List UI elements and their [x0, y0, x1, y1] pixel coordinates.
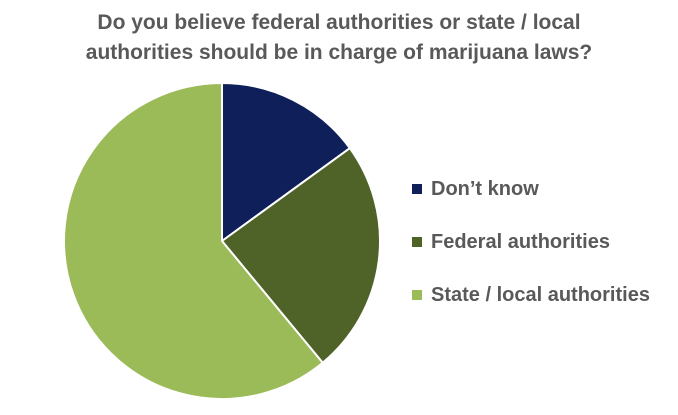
legend: Don’t know Federal authorities State / l… — [412, 176, 650, 335]
legend-label-dont-know: Don’t know — [431, 177, 539, 200]
pie-slice-state-local — [63, 82, 324, 400]
chart-title-line-1: Do you believe federal authorities or st… — [97, 11, 581, 34]
legend-item-state-local: State / local authorities — [412, 282, 650, 308]
legend-swatch-federal — [412, 237, 422, 247]
chart-title-line-2: authorities should be in charge of marij… — [85, 41, 593, 64]
legend-item-dont-know: Don’t know — [412, 176, 650, 202]
pie-slice-federal — [221, 147, 381, 364]
legend-label-state-local: State / local authorities — [431, 283, 650, 306]
legend-label-federal: Federal authorities — [431, 230, 610, 253]
chart-title: Do you believe federal authorities or st… — [0, 8, 678, 68]
legend-swatch-state-local — [412, 290, 422, 300]
legend-item-federal: Federal authorities — [412, 229, 650, 255]
pie-slice-dont-know — [221, 82, 351, 242]
legend-swatch-dont-know — [412, 184, 422, 194]
